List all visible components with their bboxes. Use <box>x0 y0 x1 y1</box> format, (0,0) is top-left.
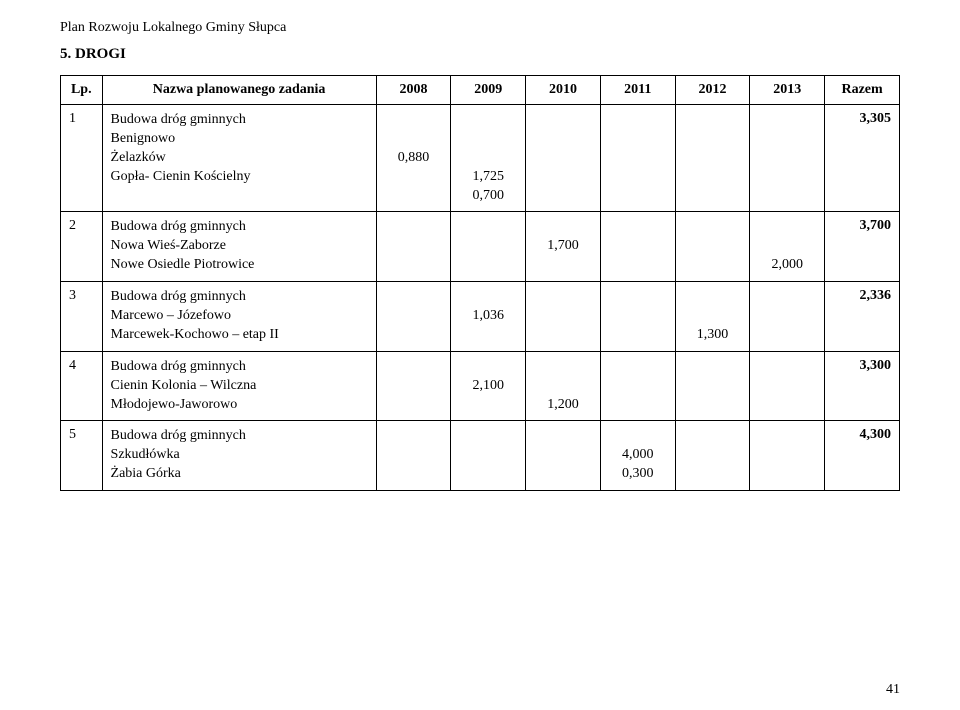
cell-2013 <box>750 282 825 352</box>
cell-2011 <box>600 212 675 282</box>
col-2009: 2009 <box>451 76 526 105</box>
cell-name: Budowa dróg gminnychBenignowoŻelazkówGop… <box>102 105 376 212</box>
cell-name: Budowa dróg gminnychNowa Wieś-ZaborzeNow… <box>102 212 376 282</box>
cell-name: Budowa dróg gminnychSzkudłówkaŻabia Górk… <box>102 421 376 491</box>
cell-2013 <box>750 105 825 212</box>
cell-2008 <box>376 351 451 421</box>
col-2012: 2012 <box>675 76 750 105</box>
table-row: 3Budowa dróg gminnychMarcewo – JózefowoM… <box>61 282 900 352</box>
cell-name: Budowa dróg gminnychMarcewo – JózefowoMa… <box>102 282 376 352</box>
col-name: Nazwa planowanego zadania <box>102 76 376 105</box>
col-2008: 2008 <box>376 76 451 105</box>
cell-2012: 1,300 <box>675 282 750 352</box>
cell-2012 <box>675 212 750 282</box>
cell-2008 <box>376 421 451 491</box>
table-body: 1Budowa dróg gminnychBenignowoŻelazkówGo… <box>61 105 900 491</box>
table-row: 1Budowa dróg gminnychBenignowoŻelazkówGo… <box>61 105 900 212</box>
cell-2009: 1,7250,700 <box>451 105 526 212</box>
cell-sum: 3,700 <box>825 212 900 282</box>
cell-2012 <box>675 351 750 421</box>
table-row: 2Budowa dróg gminnychNowa Wieś-ZaborzeNo… <box>61 212 900 282</box>
cell-2013 <box>750 351 825 421</box>
cell-2012 <box>675 105 750 212</box>
roads-table: Lp. Nazwa planowanego zadania 2008 2009 … <box>60 75 900 491</box>
cell-2011: 4,0000,300 <box>600 421 675 491</box>
cell-lp: 2 <box>61 212 103 282</box>
cell-2011 <box>600 282 675 352</box>
table-header-row: Lp. Nazwa planowanego zadania 2008 2009 … <box>61 76 900 105</box>
cell-sum: 2,336 <box>825 282 900 352</box>
col-2013: 2013 <box>750 76 825 105</box>
cell-2008 <box>376 282 451 352</box>
cell-2011 <box>600 105 675 212</box>
cell-2010 <box>526 282 601 352</box>
cell-2008 <box>376 212 451 282</box>
cell-lp: 4 <box>61 351 103 421</box>
cell-lp: 3 <box>61 282 103 352</box>
cell-sum: 4,300 <box>825 421 900 491</box>
cell-2009 <box>451 212 526 282</box>
cell-2013 <box>750 421 825 491</box>
table-row: 5Budowa dróg gminnychSzkudłówkaŻabia Gór… <box>61 421 900 491</box>
cell-name: Budowa dróg gminnychCienin Kolonia – Wil… <box>102 351 376 421</box>
cell-sum: 3,300 <box>825 351 900 421</box>
cell-lp: 1 <box>61 105 103 212</box>
col-2010: 2010 <box>526 76 601 105</box>
col-lp: Lp. <box>61 76 103 105</box>
cell-lp: 5 <box>61 421 103 491</box>
table-row: 4Budowa dróg gminnychCienin Kolonia – Wi… <box>61 351 900 421</box>
cell-2009: 2,100 <box>451 351 526 421</box>
cell-2009 <box>451 421 526 491</box>
page-number: 41 <box>886 682 900 698</box>
cell-2012 <box>675 421 750 491</box>
cell-2010 <box>526 105 601 212</box>
col-2011: 2011 <box>600 76 675 105</box>
section-title: 5. DROGI <box>60 46 900 63</box>
cell-2013: 2,000 <box>750 212 825 282</box>
cell-2010: 1,700 <box>526 212 601 282</box>
cell-2009: 1,036 <box>451 282 526 352</box>
document-header: Plan Rozwoju Lokalnego Gminy Słupca <box>60 20 900 36</box>
cell-2010 <box>526 421 601 491</box>
col-razem: Razem <box>825 76 900 105</box>
cell-2011 <box>600 351 675 421</box>
cell-2008: 0,880 <box>376 105 451 212</box>
cell-sum: 3,305 <box>825 105 900 212</box>
cell-2010: 1,200 <box>526 351 601 421</box>
